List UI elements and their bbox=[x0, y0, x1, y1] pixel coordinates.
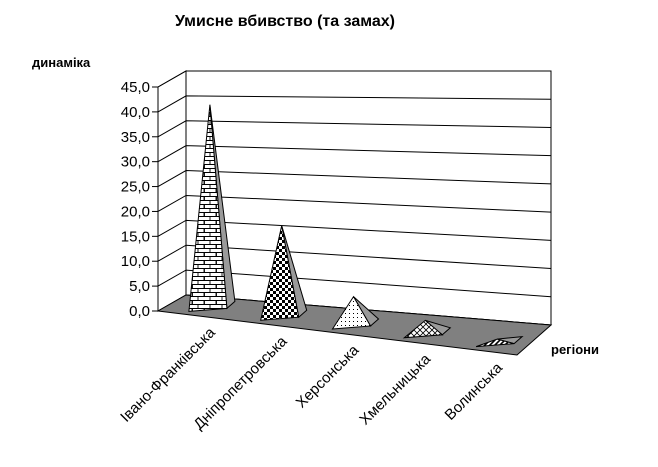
x-category-label: Волинська bbox=[442, 359, 507, 424]
y-axis-label: динаміка bbox=[32, 55, 91, 70]
pyramid-3 bbox=[331, 295, 380, 330]
gridline bbox=[157, 194, 552, 213]
left-wall bbox=[157, 70, 187, 312]
y-tick-label: 25,0 bbox=[121, 179, 150, 196]
gridline bbox=[157, 269, 552, 298]
x-category-label: Хмельницька bbox=[356, 350, 434, 428]
y-tick-label: 10,0 bbox=[121, 253, 150, 270]
y-axis-ticks: 0,0 5,0 10,0 15,0 20,0 25,0 30,0 35,0 40,0 45,0 bbox=[121, 79, 159, 320]
pyramid-4 bbox=[402, 319, 452, 339]
gridline bbox=[157, 120, 552, 138]
y-tick-label: 30,0 bbox=[121, 154, 150, 171]
gridline bbox=[157, 244, 552, 270]
gridline bbox=[157, 70, 551, 88]
pyramid-front-face bbox=[260, 225, 300, 321]
gridline bbox=[157, 95, 552, 113]
y-tick-label: 40,0 bbox=[121, 104, 150, 121]
x-category-label: Херсонська bbox=[293, 341, 363, 411]
gridline bbox=[157, 170, 552, 187]
pyramid-front-face bbox=[331, 295, 372, 330]
y-tick-label: 15,0 bbox=[121, 228, 150, 245]
x-axis-label: регіони bbox=[551, 342, 599, 357]
y-tick-label: 45,0 bbox=[121, 79, 150, 96]
pyramid-2 bbox=[260, 225, 308, 321]
pyramid-front-face bbox=[475, 338, 515, 348]
pyramid-5 bbox=[475, 335, 524, 348]
pyramid-front-face bbox=[402, 319, 444, 339]
y-tick-label: 35,0 bbox=[121, 129, 150, 146]
pyramid-series bbox=[188, 104, 524, 348]
y-tick-label: 0,0 bbox=[129, 303, 150, 320]
y-tick-label: 5,0 bbox=[129, 278, 150, 295]
gridline bbox=[157, 145, 552, 163]
y-tick-label: 20,0 bbox=[121, 203, 150, 220]
pyramid-1 bbox=[188, 104, 236, 312]
gridline bbox=[157, 219, 552, 241]
chart-title: Умисне вбивство (та замах) bbox=[175, 13, 395, 30]
pyramid-front-face bbox=[188, 104, 228, 312]
